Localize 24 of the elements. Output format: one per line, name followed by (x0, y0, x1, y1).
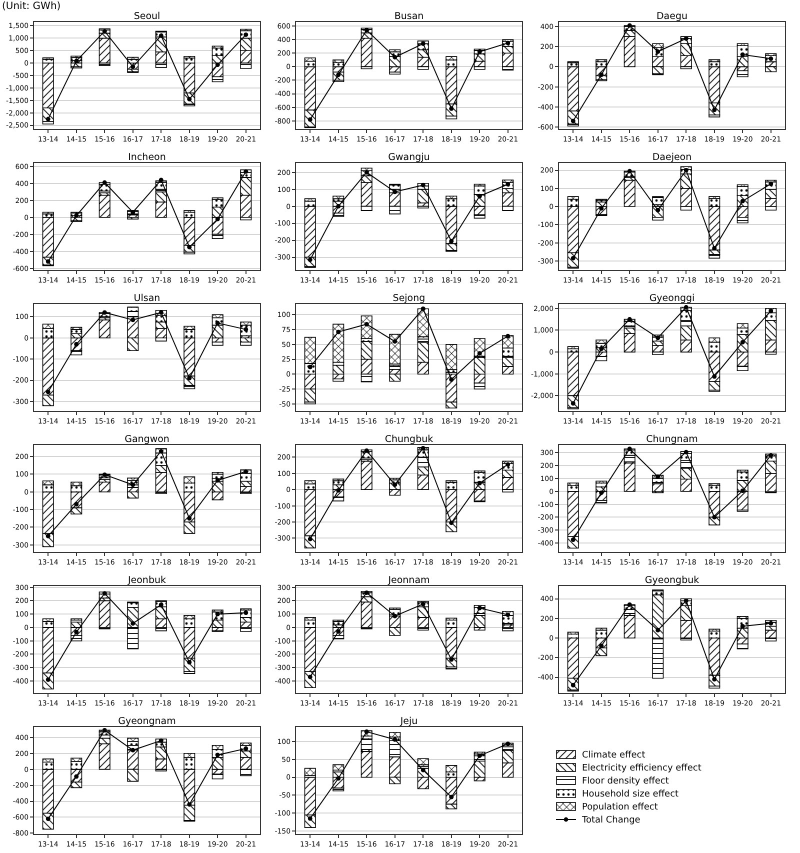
chart-title: Sejong (392, 293, 426, 304)
legend-label: Household size effect (582, 790, 680, 800)
text: (Unit: GWh) (2, 1, 61, 12)
legend-label: Climate effect (582, 750, 646, 761)
chart-title: Gyeongbuk (644, 575, 700, 586)
chart-title: Gyeongnam (118, 716, 176, 727)
legend-label: Electricity efficiency effect (582, 764, 702, 774)
chart-title: Seoul (134, 11, 160, 22)
legend-label: Total Change (581, 816, 641, 826)
chart-title: Jeonbuk (126, 575, 167, 586)
chart-title: Daegu (656, 11, 688, 22)
chart-title: Jeonnam (387, 575, 430, 586)
chart-title: Ulsan (134, 293, 160, 304)
legend-label: Population effect (582, 802, 658, 813)
chart-title: Chungbuk (384, 434, 434, 445)
legend-label: Floor density effect (582, 776, 670, 787)
chart-title: Chungnam (646, 434, 698, 445)
chart-title: Gwangju (388, 152, 430, 163)
chart-title: Jeju (399, 716, 418, 727)
chart-title: Busan (394, 11, 424, 22)
chart-title: Gangwon (124, 434, 170, 445)
chart-title: Gyeonggi (649, 293, 695, 304)
chart-title: Incheon (128, 152, 166, 163)
chart-title: Daejeon (652, 152, 692, 163)
